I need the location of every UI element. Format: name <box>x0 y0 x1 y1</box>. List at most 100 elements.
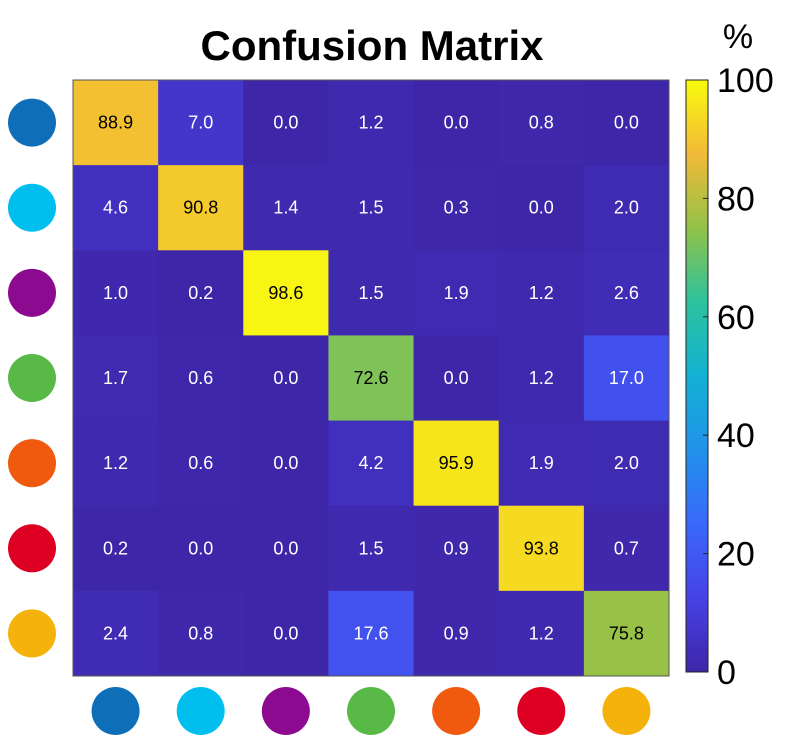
heatmap-cell-value: 1.4 <box>273 198 298 218</box>
heatmap-cell <box>158 420 244 507</box>
heatmap-cell <box>328 420 415 507</box>
heatmap-cell-value: 95.9 <box>439 453 474 473</box>
heatmap-cell-value: 0.0 <box>188 538 213 558</box>
heatmap-cell <box>328 335 415 422</box>
column-class-marker-dot <box>517 687 566 735</box>
heatmap-cell-value: 1.7 <box>103 368 128 388</box>
column-class-marker-dot <box>432 687 481 735</box>
heatmap-cell-value: 0.0 <box>273 623 298 643</box>
heatmap-cell-value: 17.0 <box>609 368 644 388</box>
heatmap-cell <box>328 80 415 166</box>
heatmap-cell <box>328 165 415 251</box>
heatmap-cell-value: 1.0 <box>103 283 128 303</box>
heatmap-cell-value: 1.5 <box>358 538 383 558</box>
heatmap-cell <box>243 80 329 166</box>
heatmap-cell-value: 2.4 <box>103 623 128 643</box>
heatmap-cell <box>583 250 670 336</box>
heatmap-cell-value: 0.0 <box>273 113 298 133</box>
heatmap-cell <box>583 505 670 592</box>
heatmap-cell <box>73 505 159 592</box>
row-class-marker-dot <box>8 268 56 317</box>
column-class-marker-dot <box>91 687 140 735</box>
heatmap-cell-value: 0.8 <box>529 113 554 133</box>
heatmap-cell <box>73 420 159 507</box>
heatmap-cell-value: 72.6 <box>353 368 388 388</box>
heatmap-cell <box>158 250 244 336</box>
heatmap-cell-value: 4.6 <box>103 198 128 218</box>
row-class-markers <box>8 98 56 658</box>
colorbar-tick-label: 100 <box>717 62 774 100</box>
colorbar-tick-label: 40 <box>717 417 755 455</box>
colorbar-ticks: 0 20 40 60 80 100 <box>703 62 774 692</box>
heatmap-cell-value: 0.9 <box>444 538 469 558</box>
heatmap-cell <box>413 590 500 677</box>
colorbar-tick-label: 60 <box>717 299 755 337</box>
heatmap-cell-value: 0.2 <box>188 283 213 303</box>
chart-title: Confusion Matrix <box>201 22 545 69</box>
heatmap-cell-value: 1.5 <box>358 198 383 218</box>
heatmap-cell-value: 0.0 <box>529 198 554 218</box>
column-class-markers <box>91 687 651 735</box>
heatmap-cell <box>583 590 670 677</box>
heatmap-cell-value: 0.0 <box>273 538 298 558</box>
heatmap-cell <box>73 250 159 336</box>
heatmap-cell <box>243 590 329 677</box>
heatmap-cell-value: 7.0 <box>188 113 213 133</box>
heatmap-cell <box>158 590 244 677</box>
heatmap-cell <box>498 590 585 677</box>
heatmap-cell <box>243 165 329 251</box>
heatmap-cell-value: 0.6 <box>188 368 213 388</box>
heatmap-cell <box>498 80 585 166</box>
heatmap-cell <box>328 505 415 592</box>
colorbar-unit-label: % <box>723 18 753 56</box>
heatmap-cell-value: 1.2 <box>529 283 554 303</box>
heatmap-cell <box>583 80 670 166</box>
row-class-marker-dot <box>8 524 56 573</box>
heatmap-cell <box>158 505 244 592</box>
heatmap-cell-value: 90.8 <box>183 198 218 218</box>
heatmap-cell <box>158 80 244 166</box>
heatmap-cell <box>413 165 500 251</box>
heatmap-cell-value: 1.2 <box>529 368 554 388</box>
heatmap-cell <box>413 505 500 592</box>
colorbar-tick-label: 0 <box>717 654 736 692</box>
heatmap-cell-value: 0.3 <box>444 198 469 218</box>
heatmap-cell-value: 0.2 <box>103 538 128 558</box>
heatmap-cell <box>158 165 244 251</box>
heatmap-cell-value: 1.5 <box>358 283 383 303</box>
heatmap-cell-value: 2.0 <box>614 198 639 218</box>
heatmap-cell <box>498 505 585 592</box>
row-class-marker-dot <box>8 354 56 402</box>
colorbar-tick-label: 80 <box>717 180 755 218</box>
heatmap-cell-value: 1.2 <box>103 453 128 473</box>
heatmap-cell-value: 4.2 <box>358 453 383 473</box>
heatmap-cell-value: 0.9 <box>444 623 469 643</box>
heatmap-cell <box>243 420 329 507</box>
heatmap-cell-value: 0.0 <box>614 113 639 133</box>
heatmap-cell <box>413 335 500 422</box>
heatmap-cell <box>498 165 585 251</box>
heatmap-cell <box>243 335 329 422</box>
heatmap-cell-value: 88.9 <box>98 113 133 133</box>
colorbar-tick-label: 20 <box>717 536 755 574</box>
column-class-marker-dot <box>347 687 395 735</box>
row-class-marker-dot <box>8 609 56 658</box>
heatmap-cell <box>328 250 415 336</box>
heatmap-cell <box>328 590 415 677</box>
heatmap-cell <box>413 420 500 507</box>
heatmap-cell-value: 1.2 <box>358 113 383 133</box>
column-class-marker-dot <box>602 687 651 735</box>
heatmap-cell-value: 1.2 <box>529 623 554 643</box>
heatmap-cell-value: 0.6 <box>188 453 213 473</box>
heatmap-cell-value: 2.0 <box>614 453 639 473</box>
heatmap-frame <box>72 79 670 677</box>
column-class-marker-dot <box>261 687 310 735</box>
heatmap-cell <box>73 590 159 677</box>
row-class-marker-dot <box>8 183 56 232</box>
heatmap-cell <box>413 80 500 166</box>
heatmap-cell <box>243 505 329 592</box>
heatmap-cell <box>583 335 670 422</box>
heatmap-cell-value: 75.8 <box>609 623 644 643</box>
heatmap-cell <box>158 335 244 422</box>
